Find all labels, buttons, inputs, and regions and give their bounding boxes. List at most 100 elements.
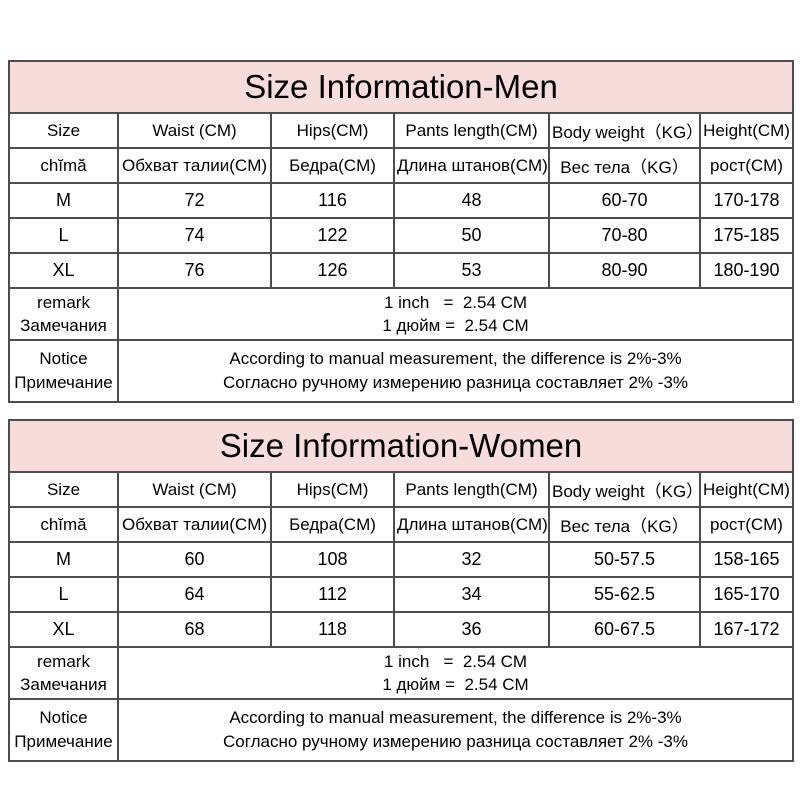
table-row: Size Waist (CM) Hips(CM) Pants length(CM) Bo… [8, 112, 795, 149]
data-cell: 116 [270, 182, 395, 219]
data-cell: 165-170 [698, 576, 795, 613]
column-header-intl-men-2: Бедра(CM) [270, 147, 395, 184]
notice-value-line: According to manual measurement, the dif… [229, 708, 682, 727]
column-header-intl-women-4: Вес тела（KG） [548, 506, 701, 543]
table-row: Notice Примечание According to manual meas… [8, 698, 795, 762]
data-cell: 74 [117, 217, 272, 254]
data-cell: 60 [117, 541, 272, 578]
data-cell: 170-178 [698, 182, 795, 219]
column-header-women-1: Waist (CM) [117, 471, 272, 508]
size-label-cell: L [8, 217, 119, 254]
data-cell: 72 [117, 182, 272, 219]
table-row: XL 76 126 53 80-90 180-190 [8, 252, 795, 289]
remark-label-line: Замечания [20, 675, 107, 694]
column-header-men-0: Size [8, 112, 119, 149]
data-cell: 60-70 [548, 182, 701, 219]
data-cell: 167-172 [698, 611, 795, 648]
column-header-men-1: Waist (CM) [117, 112, 272, 149]
data-cell: 53 [393, 252, 550, 289]
notice-label: Notice Примечание [8, 698, 119, 762]
notice-value: According to manual measurement, the dif… [116, 698, 795, 762]
remark-value-line: 1 дюйм = 2.54 CM [382, 316, 529, 335]
remark-label: remark Замечания [8, 646, 119, 700]
column-header-intl-men-5: рост(CM) [698, 147, 795, 184]
size-label-cell: M [8, 541, 119, 578]
notice-label-line: Notice [39, 349, 88, 368]
table-row: L 64 112 34 55-62.5 165-170 [8, 576, 795, 613]
table-row: chĭmă Обхват талии(CM) Бедра(CM) Длина штан… [8, 506, 795, 543]
column-header-intl-women-0: chĭmă [8, 506, 119, 543]
column-header-women-3: Pants length(CM) [393, 471, 550, 508]
data-cell: 76 [117, 252, 272, 289]
remark-label-line: remark [37, 293, 90, 312]
data-cell: 122 [270, 217, 395, 254]
column-header-men-2: Hips(CM) [270, 112, 395, 149]
data-cell: 68 [117, 611, 272, 648]
data-cell: 60-67.5 [548, 611, 701, 648]
column-header-women-0: Size [8, 471, 119, 508]
column-header-women-5: Height(CM) [698, 471, 795, 508]
notice-value-line: According to manual measurement, the dif… [229, 349, 682, 368]
remark-value-line: 1 дюйм = 2.54 CM [382, 675, 529, 694]
table-title-women: Size Information-Women [7, 419, 795, 473]
size-label-cell: M [8, 182, 119, 219]
remark-value-line: 1 inch = 2.54 CM [383, 652, 528, 671]
data-cell: 55-62.5 [548, 576, 701, 613]
data-cell: 48 [393, 182, 550, 219]
data-cell: 180-190 [698, 252, 795, 289]
remark-label: remark Замечания [8, 287, 119, 341]
remark-label-line: remark [37, 652, 90, 671]
notice-label-line: Примечание [14, 373, 113, 392]
column-header-intl-men-0: chĭmă [8, 147, 119, 184]
table-row: remark Замечания 1 inch = 2.54 CM 1 дюйм = … [8, 646, 795, 700]
data-cell: 64 [117, 576, 272, 613]
column-header-men-3: Pants length(CM) [393, 112, 550, 149]
size-label-cell: XL [8, 252, 119, 289]
data-cell: 80-90 [548, 252, 701, 289]
remark-value: 1 inch = 2.54 CM 1 дюйм = 2.54 CM [116, 646, 795, 700]
data-cell: 118 [270, 611, 395, 648]
data-cell: 112 [270, 576, 395, 613]
notice-value-line: Согласно ручному измерению разница соста… [223, 732, 688, 751]
column-header-intl-women-2: Бедра(CM) [270, 506, 395, 543]
table-row: chĭmă Обхват талии(CM) Бедра(CM) Длина штан… [8, 147, 795, 184]
notice-label-line: Notice [39, 708, 88, 727]
column-header-intl-men-3: Длина штанов(CM) [393, 147, 550, 184]
table-row: Size Information-Men [7, 60, 795, 114]
data-cell: 70-80 [548, 217, 701, 254]
data-cell: 108 [270, 541, 395, 578]
notice-label: Notice Примечание [8, 339, 119, 403]
remark-value-line: 1 inch = 2.54 CM [383, 293, 528, 312]
data-cell: 126 [270, 252, 395, 289]
table-row: Notice Примечание According to manual meas… [8, 339, 795, 403]
data-cell: 34 [393, 576, 550, 613]
data-cell: 50 [393, 217, 550, 254]
column-header-intl-women-5: рост(CM) [698, 506, 795, 543]
table-title-men: Size Information-Men [7, 60, 795, 114]
table-row: M 72 116 48 60-70 170-178 [8, 182, 795, 219]
column-header-intl-women-3: Длина штанов(CM) [393, 506, 550, 543]
column-header-women-2: Hips(CM) [270, 471, 395, 508]
table-row: remark Замечания 1 inch = 2.54 CM 1 дюйм = … [8, 287, 795, 341]
remark-label-line: Замечания [20, 316, 107, 335]
column-header-intl-men-4: Вес тела（KG） [548, 147, 701, 184]
data-cell: 175-185 [698, 217, 795, 254]
data-cell: 32 [393, 541, 550, 578]
table-row: Size Waist (CM) Hips(CM) Pants length(CM) Bo… [8, 471, 795, 508]
remark-value: 1 inch = 2.54 CM 1 дюйм = 2.54 CM [116, 287, 795, 341]
data-cell: 50-57.5 [548, 541, 701, 578]
size-table-women: Size Information-Women Size Waist (CM) Hips… [7, 419, 795, 762]
size-label-cell: XL [8, 611, 119, 648]
size-label-cell: L [8, 576, 119, 613]
notice-value-line: Согласно ручному измерению разница соста… [223, 373, 688, 392]
table-row: M 60 108 32 50-57.5 158-165 [8, 541, 795, 578]
column-header-men-5: Height(CM) [698, 112, 795, 149]
data-cell: 158-165 [698, 541, 795, 578]
table-row: L 74 122 50 70-80 175-185 [8, 217, 795, 254]
table-row: Size Information-Women [7, 419, 795, 473]
table-row: XL 68 118 36 60-67.5 167-172 [8, 611, 795, 648]
notice-label-line: Примечание [14, 732, 113, 751]
column-header-intl-men-1: Обхват талии(CM) [117, 147, 272, 184]
column-header-women-4: Body weight（KG） [548, 471, 701, 508]
notice-value: According to manual measurement, the dif… [116, 339, 795, 403]
